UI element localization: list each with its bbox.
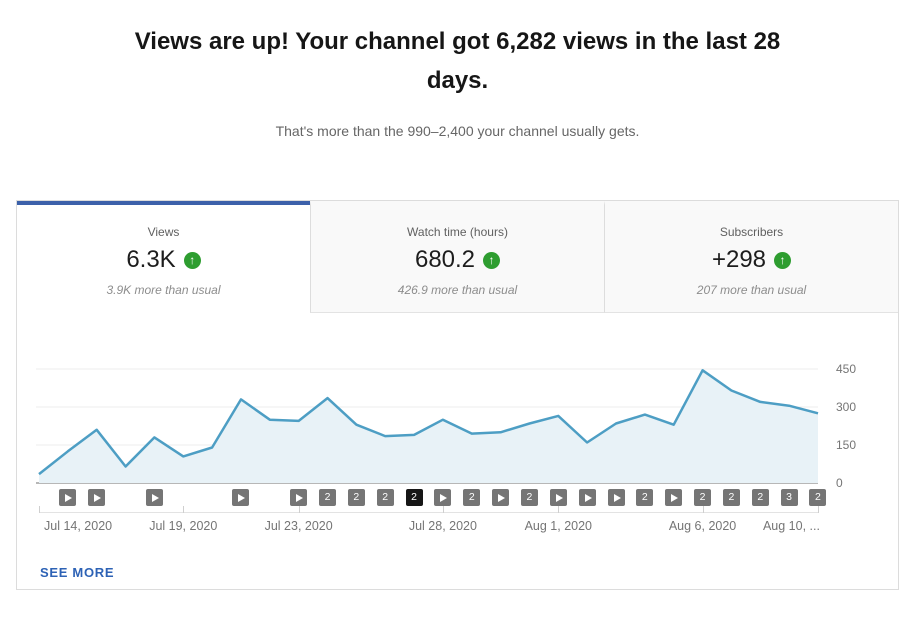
y-axis-label: 150 [836,438,857,452]
video-upload-marker[interactable] [607,489,625,506]
y-axis-label: 300 [836,400,857,414]
views-line-chart [36,368,819,484]
up-arrow-icon: ↑ [774,251,792,269]
video-upload-marker[interactable]: 2 [751,489,769,506]
video-upload-marker[interactable]: 2 [694,489,712,506]
play-icon [555,493,563,502]
x-axis-tick [817,506,819,513]
upload-count-label: 2 [815,491,821,503]
play-icon [151,493,159,502]
upload-count-label: 2 [699,491,706,503]
video-upload-marker[interactable] [549,489,567,506]
watch-time-value: 680.2 [414,246,476,273]
x-axis-tick [183,506,185,513]
video-upload-marker[interactable]: 2 [636,489,654,506]
video-upload-marker[interactable] [145,489,163,506]
metric-tabs: Views 6.3K ↑ 3.9K more than usual Watch … [17,201,898,313]
play-icon [296,493,304,502]
x-axis-tick [702,506,704,513]
play-icon [65,493,73,502]
chart-line [38,369,819,476]
insight-subtitle: That's more than the 990–2,400 your chan… [275,123,640,139]
video-upload-marker[interactable]: 2 [347,489,365,506]
play-icon [94,493,102,502]
tab-views[interactable]: Views 6.3K ↑ 3.9K more than usual [17,201,310,313]
video-upload-marker[interactable]: 2 [463,489,481,506]
x-axis-label: Jul 28, 2020 [408,519,477,533]
tab-watch-time-label: Watch time (hours) [407,225,508,239]
views-value: 6.3K [126,246,176,273]
video-upload-marker[interactable] [232,489,250,506]
video-upload-marker[interactable] [492,489,510,506]
play-icon [613,493,621,502]
video-upload-marker[interactable] [88,489,106,506]
video-upload-marker[interactable] [290,489,308,506]
upload-count-label: 3 [786,491,793,503]
watch-time-delta: 426.9 more than usual [397,283,518,297]
upload-count-label: 2 [728,491,735,503]
subscribers-value-row: +298 ↑ [605,246,898,274]
x-axis-tick [442,506,444,513]
play-icon [440,493,448,502]
x-axis-label: Aug 10, ... [762,519,820,533]
x-axis-label: Jul 19, 2020 [149,519,218,533]
x-axis-line [40,512,819,513]
see-more-link[interactable]: SEE MORE [40,565,115,580]
see-more-row: SEE MORE [17,548,898,582]
upload-count-label: 2 [526,491,533,503]
video-upload-marker[interactable]: 2 [722,489,740,506]
y-axis-label: 450 [836,362,857,376]
upload-count-label: 2 [641,491,648,503]
video-upload-marker[interactable]: 2 [319,489,336,506]
play-icon [498,493,506,502]
video-upload-marker[interactable]: 3 [780,489,798,506]
views-delta: 3.9K more than usual [106,283,221,297]
views-chart: 450 300 150 0 2 2 2 2 2 2 2 2 2 2 3 2 Jul 14, 2020 Jul 19… [17,313,898,548]
upload-count-label: 2 [382,491,389,503]
x-axis-label: Aug 6, 2020 [668,519,737,533]
video-upload-marker[interactable] [59,489,77,506]
analytics-card: Views 6.3K ↑ 3.9K more than usual Watch … [16,200,899,590]
upload-count-label: 2 [324,491,331,503]
up-arrow-icon: ↑ [183,251,201,269]
tab-views-label: Views [147,225,180,239]
views-value-row: 6.3K ↑ [17,246,310,274]
subscribers-delta: 207 more than usual [696,283,807,297]
play-icon [238,493,246,502]
x-axis-label: Jul 14, 2020 [44,519,113,533]
play-icon [671,493,679,502]
x-axis-tick [39,506,40,513]
upload-count-label: 2 [353,491,360,503]
video-upload-marker[interactable] [434,489,452,506]
play-icon [584,493,592,502]
x-axis-label: Jul 23, 2020 [264,519,333,533]
y-axis-label: 0 [836,476,843,490]
tab-subscribers-label: Subscribers [719,225,784,239]
chart-area-fill [39,370,818,483]
up-arrow-icon: ↑ [483,251,501,269]
upload-count-label: 2 [468,491,475,503]
x-axis-tick [558,506,560,513]
x-axis-label: Aug 1, 2020 [524,519,593,533]
watch-time-value-row: 680.2 ↑ [311,246,604,274]
x-axis-tick [298,506,300,513]
subscribers-value: +298 [711,246,767,273]
video-upload-marker[interactable] [665,489,683,506]
video-upload-marker[interactable]: 2 [405,489,423,506]
upload-count-label: 2 [757,491,764,503]
video-upload-marker[interactable]: 2 [520,489,538,506]
tab-subscribers[interactable]: Subscribers +298 ↑ 207 more than usual [604,201,898,313]
tab-watch-time[interactable]: Watch time (hours) 680.2 ↑ 426.9 more th… [310,201,604,313]
insight-headline: Views are up! Your channel got 6,282 vie… [134,28,781,94]
video-upload-marker[interactable]: 2 [376,489,394,506]
video-upload-marker[interactable] [578,489,596,506]
video-upload-marker[interactable]: 2 [809,489,827,506]
upload-count-label: 2 [411,491,417,503]
